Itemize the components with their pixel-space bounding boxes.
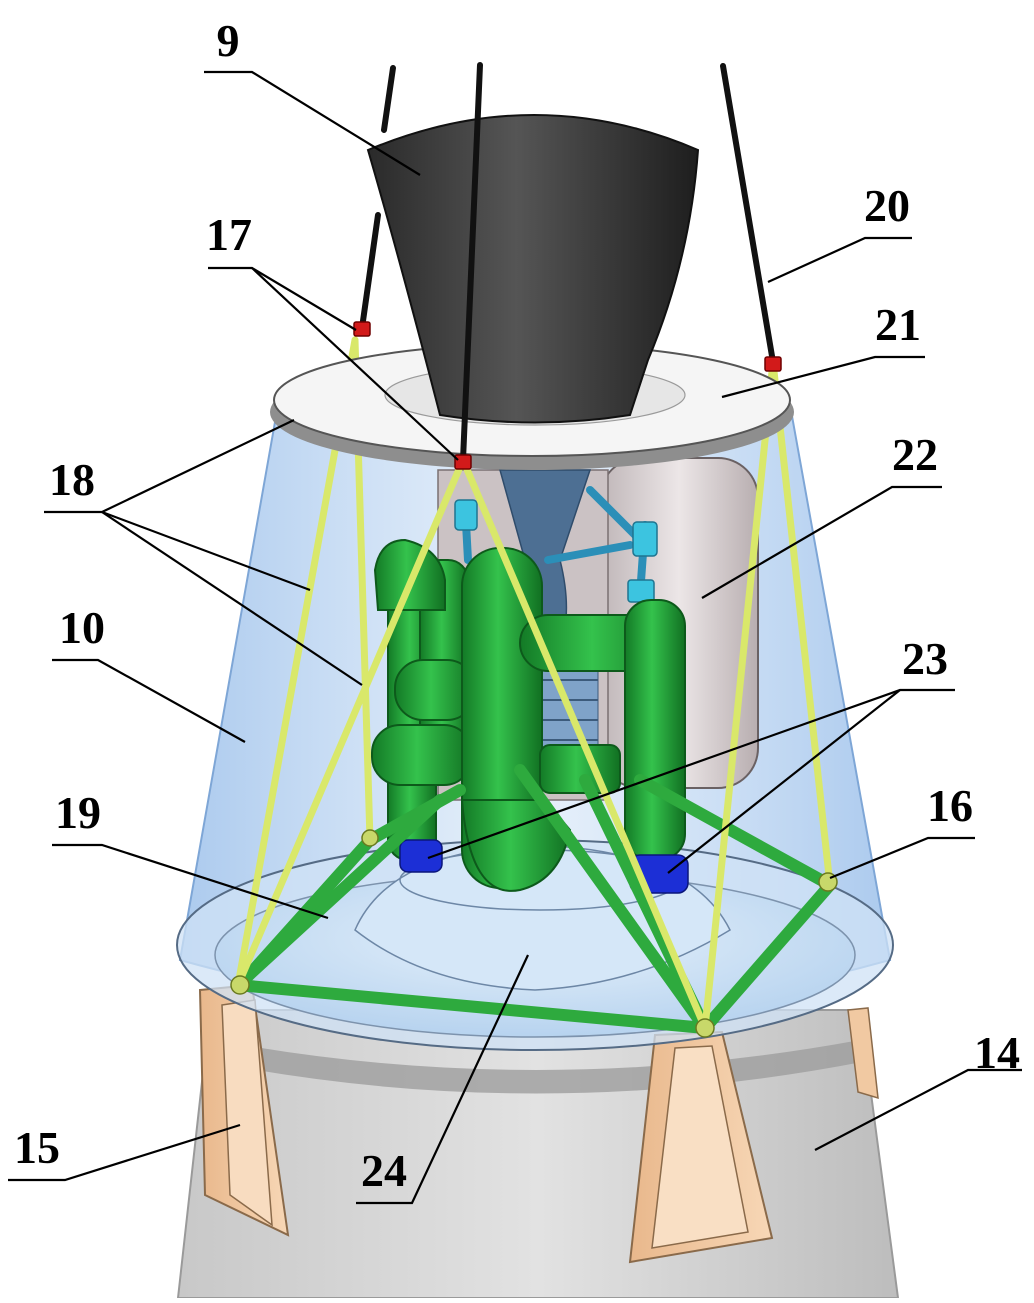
callout-20: 20 [864,183,910,229]
callout-18: 18 [49,457,95,503]
callout-24: 24 [361,1148,407,1194]
leader-20 [768,238,912,282]
callout-16: 16 [927,783,973,829]
leader-10 [52,660,245,742]
callout-21: 21 [875,302,921,348]
callout-22: 22 [892,432,938,478]
leader-17 [208,268,356,330]
callout-17: 17 [206,212,252,258]
callout-15: 15 [14,1125,60,1171]
callout-9: 9 [217,18,240,64]
callout-19: 19 [55,790,101,836]
callout-10: 10 [59,605,105,651]
callout-23: 23 [902,636,948,682]
callout-14: 14 [974,1030,1020,1076]
